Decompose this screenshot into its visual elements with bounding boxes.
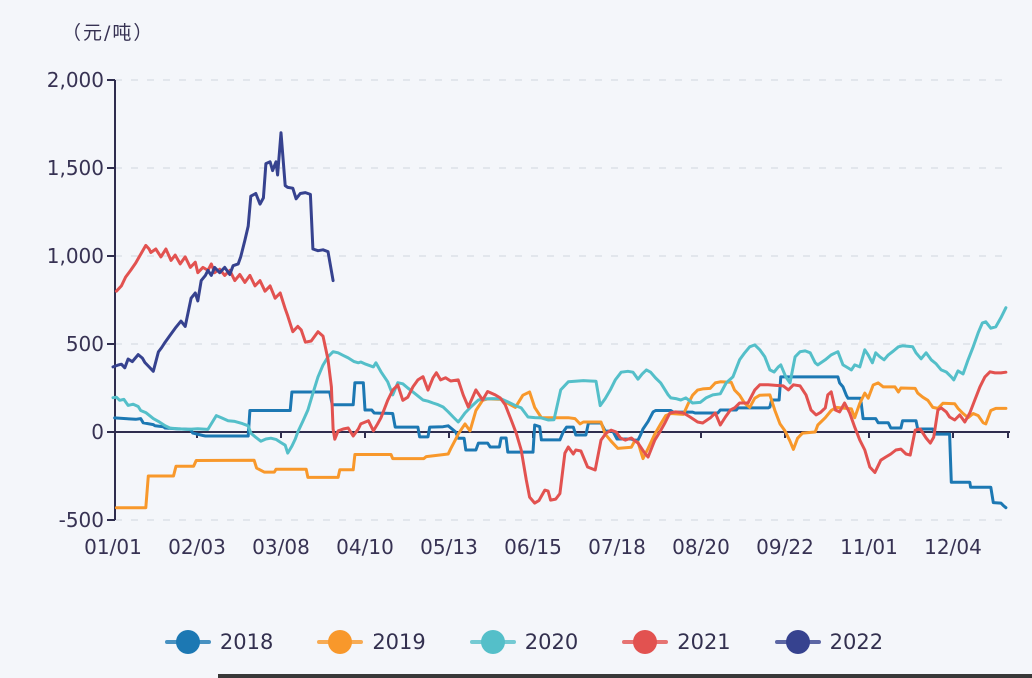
y-tick-label-1500: 1,500 <box>47 156 104 180</box>
series-line-2021 <box>114 243 1008 505</box>
legend-item-2018[interactable]: 2018 <box>164 629 274 655</box>
x-tick-label-5: 06/15 <box>504 535 562 559</box>
legend-label-2019: 2019 <box>372 630 426 654</box>
x-tick-label-2: 03/08 <box>252 535 310 559</box>
series-line-2020 <box>111 306 1008 455</box>
legend-line-dot-icon <box>164 629 211 655</box>
x-tick-label-4: 05/13 <box>420 535 478 559</box>
y-tick-label-2000: 2,000 <box>47 68 104 92</box>
series-line-2022 <box>111 131 335 373</box>
legend-item-2019[interactable]: 2019 <box>317 629 426 655</box>
x-tick-label-0: 01/01 <box>84 535 142 559</box>
x-tick-label-10: 12/04 <box>924 535 982 559</box>
legend-item-2021[interactable]: 2021 <box>622 629 731 655</box>
legend-label-2021: 2021 <box>677 630 731 654</box>
x-tick-label-1: 02/03 <box>168 535 226 559</box>
y-tick-label-1000: 1,000 <box>47 244 104 268</box>
legend-item-2020[interactable]: 2020 <box>469 629 579 655</box>
x-tick-label-6: 07/18 <box>588 535 646 559</box>
y-tick-label--500: -500 <box>59 508 104 532</box>
legend-line-dot-icon <box>469 629 516 655</box>
legend-label-2020: 2020 <box>524 630 579 654</box>
legend-line-dot-icon <box>774 629 821 655</box>
legend-line-dot-icon <box>622 629 669 655</box>
legend-line-dot-icon <box>317 629 364 655</box>
legend-label-2018: 2018 <box>219 630 274 654</box>
y-axis-unit-label: （元/吨） <box>62 22 155 44</box>
y-tick-label-0: 0 <box>91 420 104 444</box>
x-tick-label-9: 11/01 <box>840 535 898 559</box>
legend-label-2022: 2022 <box>829 630 884 654</box>
legend-item-2022[interactable]: 2022 <box>774 629 884 655</box>
x-tick-label-8: 09/22 <box>756 535 814 559</box>
x-tick-label-7: 08/20 <box>672 535 730 559</box>
series-line-2018 <box>113 375 1008 510</box>
x-tick-label-3: 04/10 <box>336 535 394 559</box>
line-chart-canvas[interactable]: 2,000 1,500 1,000 500 0 -500 01/01 02/03 03/08 04… <box>0 0 1032 600</box>
legend: 2018 2019 2020 2021 2022 <box>0 629 1032 655</box>
y-tick-label-500: 500 <box>66 332 104 356</box>
bottom-window-edge <box>218 674 1032 678</box>
